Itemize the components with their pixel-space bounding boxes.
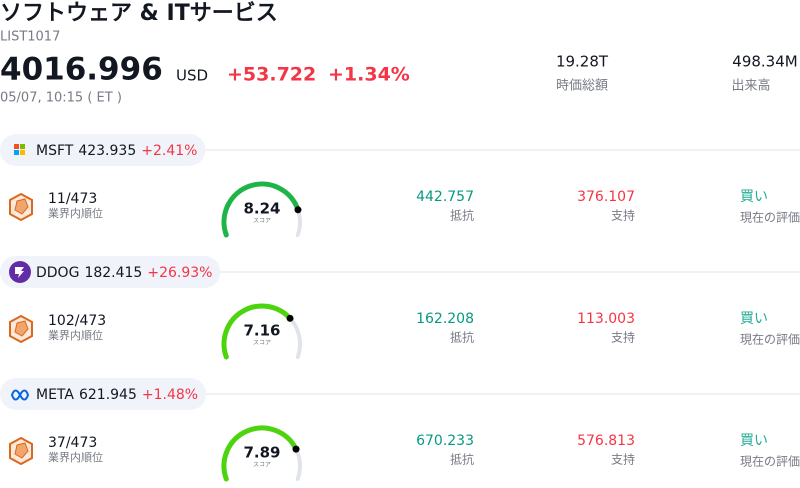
- resistance-label: 抵抗: [450, 208, 474, 223]
- rank-label: 業界内順位: [48, 328, 103, 342]
- support: 576.813: [577, 433, 635, 449]
- code: LIST1017: [0, 30, 60, 45]
- currency: USD: [176, 67, 208, 85]
- resistance-label: 抵抗: [450, 452, 474, 467]
- rating-label: 現在の評価: [740, 333, 800, 347]
- change-pct: +1.34%: [328, 64, 410, 86]
- stat-value: 19.28T: [556, 53, 609, 71]
- logo-part: [15, 267, 24, 278]
- stat-value: 498.34M: [732, 53, 797, 71]
- symbol-pill[interactable]: DDOG 182.415 +26.93%: [0, 256, 221, 288]
- stat-label: 出来高: [731, 78, 770, 94]
- support-label: 支持: [611, 330, 635, 345]
- logo-part: [14, 150, 19, 155]
- rank-label: 業界内順位: [48, 206, 103, 220]
- stock-price: 182.415: [84, 265, 142, 281]
- support: 376.107: [577, 189, 635, 205]
- score-label: スコア: [253, 340, 271, 347]
- resistance: 162.208: [416, 311, 474, 327]
- resistance: 442.757: [416, 189, 474, 205]
- gauge-fill: [221, 181, 301, 238]
- stock-change: +26.93%: [147, 265, 212, 281]
- rating-label: 現在の評価: [740, 455, 800, 469]
- ticker[interactable]: MSFT: [36, 143, 74, 159]
- symbol-pill[interactable]: META 621.945 +1.48%: [0, 378, 207, 410]
- score: 8.24: [243, 200, 280, 218]
- stat-label: 時価総額: [556, 79, 608, 94]
- rank: 37/473: [48, 435, 97, 451]
- gauge-fill: [221, 425, 299, 482]
- gauge-dot: [294, 206, 302, 214]
- stock-change: +1.48%: [142, 387, 198, 403]
- logo-part: [20, 144, 25, 149]
- rating-label: 現在の評価: [740, 211, 800, 225]
- rating: 買い: [740, 311, 768, 327]
- rank-icon-inner: [14, 198, 29, 215]
- score-label: スコア: [253, 218, 271, 225]
- gauge-fill: [221, 303, 293, 360]
- pill-bg: [0, 256, 221, 288]
- ticker[interactable]: DDOG: [36, 265, 79, 281]
- resistance: 670.233: [416, 433, 474, 449]
- stock-change: +2.41%: [141, 143, 197, 159]
- support: 113.003: [577, 311, 635, 327]
- change: +53.722: [227, 64, 316, 86]
- rating: 買い: [740, 189, 768, 205]
- time: 05/07, 10:15 ( ET ): [0, 91, 122, 106]
- rank: 102/473: [48, 313, 106, 329]
- support-label: 支持: [611, 208, 635, 223]
- rating: 買い: [740, 433, 768, 449]
- stock-price: 423.935: [78, 143, 136, 159]
- score: 7.16: [243, 322, 280, 340]
- gauge-dot: [286, 314, 294, 322]
- ticker[interactable]: META: [36, 387, 74, 403]
- logo-part: [20, 150, 25, 155]
- pill-bg: [0, 134, 206, 166]
- gauge-dot: [292, 445, 300, 453]
- score: 7.89: [243, 444, 280, 462]
- stock-price: 621.945: [79, 387, 137, 403]
- support-label: 支持: [611, 452, 635, 467]
- resistance-label: 抵抗: [450, 330, 474, 345]
- logo-part: [14, 144, 19, 149]
- price: 4016.996: [0, 52, 163, 88]
- rank-icon-inner: [14, 442, 29, 459]
- score-label: スコア: [253, 462, 271, 469]
- pill-bg: [0, 378, 207, 410]
- title: ソフトウェア & ITサービス: [0, 1, 278, 26]
- logo: [10, 389, 30, 401]
- rank: 11/473: [48, 191, 97, 207]
- rank-label: 業界内順位: [48, 450, 103, 464]
- rank-icon-inner: [14, 320, 29, 337]
- symbol-pill[interactable]: MSFT 423.935 +2.41%: [0, 134, 206, 166]
